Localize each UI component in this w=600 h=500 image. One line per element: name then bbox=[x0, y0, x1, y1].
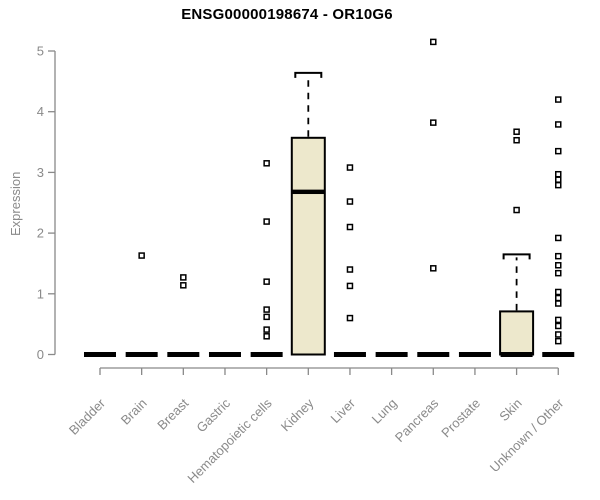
outlier-point bbox=[138, 252, 145, 259]
outlier-point bbox=[555, 96, 562, 103]
y-tick-label: 5 bbox=[37, 44, 44, 59]
x-tick-label-kidney: Kidney bbox=[278, 395, 317, 434]
median-line-zero bbox=[333, 352, 366, 357]
median-line-zero bbox=[208, 352, 241, 357]
median-line-zero bbox=[250, 352, 283, 357]
outlier-point bbox=[180, 274, 187, 281]
outlier-point bbox=[555, 337, 562, 345]
outlier-point bbox=[430, 38, 437, 46]
whisker-cap bbox=[502, 253, 531, 260]
outlier-point bbox=[555, 269, 562, 277]
outlier-point bbox=[555, 294, 562, 302]
median-line-zero bbox=[375, 352, 408, 357]
chart-title: ENSG00000198674 - OR10G6 bbox=[181, 6, 393, 23]
x-tick-label-pancreas: Pancreas bbox=[392, 395, 442, 445]
outlier-point bbox=[346, 314, 354, 322]
median-line bbox=[291, 189, 325, 195]
x-tick-label-skin: Skin bbox=[496, 396, 524, 424]
y-tick-label: 3 bbox=[37, 165, 44, 180]
outlier-point bbox=[555, 176, 562, 183]
outlier-point bbox=[430, 265, 437, 272]
x-tick-label-brain: Brain bbox=[118, 396, 150, 428]
median-line-zero bbox=[84, 352, 116, 357]
outlier-point bbox=[555, 147, 562, 155]
outlier-point bbox=[263, 313, 270, 321]
whisker-cap bbox=[294, 71, 323, 78]
x-tick-label-unknown-other: Unknown / Other bbox=[487, 395, 567, 475]
boxplot-group-brain bbox=[125, 252, 158, 357]
x-tick-label-prostate: Prostate bbox=[438, 396, 483, 441]
x-tick-label-lung: Lung bbox=[369, 396, 400, 427]
boxplot-group-hematopoietic-cells bbox=[250, 160, 283, 357]
boxplot-group-prostate bbox=[458, 352, 491, 357]
outlier-point bbox=[555, 234, 562, 242]
median-line-zero bbox=[500, 352, 533, 357]
outlier-point bbox=[346, 282, 354, 290]
boxplot-group-bladder bbox=[84, 352, 116, 357]
outlier-point bbox=[346, 198, 354, 205]
outlier-point bbox=[263, 218, 270, 225]
iqr-box bbox=[290, 136, 326, 356]
outlier-point bbox=[263, 160, 270, 167]
outlier-point bbox=[513, 128, 520, 135]
x-tick-label-bladder: Bladder bbox=[66, 395, 109, 438]
outlier-point bbox=[180, 282, 187, 289]
median-line-zero bbox=[125, 352, 158, 357]
median-line-zero bbox=[458, 352, 491, 357]
boxplot-group-liver bbox=[333, 164, 366, 357]
outlier-point bbox=[555, 300, 562, 307]
outlier-point bbox=[346, 223, 354, 231]
boxplot-group-lung bbox=[375, 352, 408, 357]
outlier-point bbox=[263, 326, 270, 333]
y-axis-label: Expression bbox=[8, 171, 23, 236]
outlier-point bbox=[555, 331, 562, 338]
outlier-point bbox=[346, 164, 354, 171]
boxplot-group-gastric bbox=[208, 352, 241, 357]
outlier-point bbox=[555, 252, 562, 260]
outlier-point bbox=[263, 333, 270, 340]
outlier-point bbox=[263, 306, 270, 313]
boxplot-group-kidney bbox=[290, 71, 326, 356]
iqr-box bbox=[499, 310, 535, 356]
median-line-zero bbox=[167, 352, 200, 357]
y-tick-label: 4 bbox=[37, 104, 44, 119]
boxplot-group-skin bbox=[499, 128, 535, 357]
x-tick-label-liver: Liver bbox=[328, 395, 359, 426]
outlier-point bbox=[555, 181, 562, 189]
y-tick-label: 2 bbox=[37, 226, 44, 241]
x-tick-label-gastric: Gastric bbox=[193, 395, 233, 435]
outlier-point bbox=[555, 288, 562, 296]
outlier-point bbox=[513, 136, 520, 144]
boxplot-group-unknown-other bbox=[542, 96, 575, 357]
median-line-zero bbox=[417, 352, 450, 357]
outlier-point bbox=[555, 262, 562, 269]
boxplot-group-pancreas bbox=[417, 38, 450, 357]
median-line-zero bbox=[542, 352, 575, 357]
boxplot-group-breast bbox=[167, 274, 200, 357]
outlier-point bbox=[430, 119, 437, 126]
y-tick-label: 1 bbox=[37, 286, 44, 301]
outlier-point bbox=[555, 316, 562, 324]
outlier-point bbox=[346, 266, 354, 273]
y-tick-label: 0 bbox=[37, 347, 44, 362]
outlier-point bbox=[555, 322, 562, 330]
outlier-point bbox=[263, 278, 270, 285]
outlier-point bbox=[513, 206, 520, 214]
x-tick-label-breast: Breast bbox=[154, 395, 191, 432]
outlier-point bbox=[555, 121, 562, 128]
outlier-point bbox=[555, 170, 562, 178]
